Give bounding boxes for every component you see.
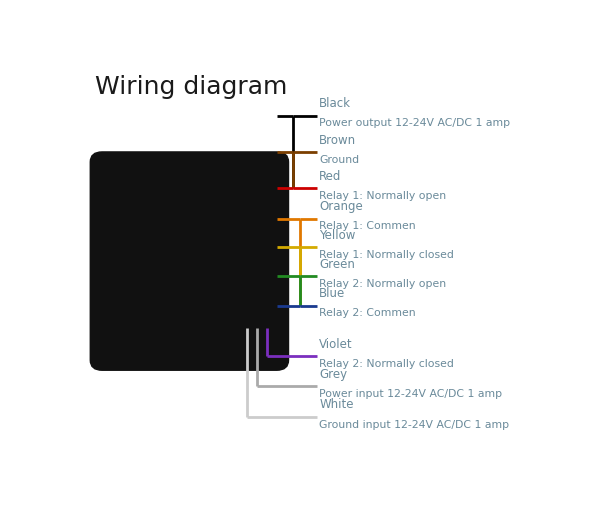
Text: Red: Red [319,170,342,183]
Text: Ground input 12-24V AC/DC 1 amp: Ground input 12-24V AC/DC 1 amp [319,419,509,429]
Text: Relay 1: Normally closed: Relay 1: Normally closed [319,250,454,260]
Text: Green: Green [319,258,355,271]
Text: Brown: Brown [319,134,356,146]
Text: Yellow: Yellow [319,229,356,242]
Text: Relay 1: Normally open: Relay 1: Normally open [319,191,446,201]
Text: Relay 1: Commen: Relay 1: Commen [319,222,416,232]
Text: Orange: Orange [319,201,363,213]
Text: White: White [319,398,354,412]
FancyBboxPatch shape [90,152,289,370]
Text: Relay 2: Normally open: Relay 2: Normally open [319,279,446,289]
Text: Power output 12-24V AC/DC 1 amp: Power output 12-24V AC/DC 1 amp [319,118,510,129]
Text: Blue: Blue [319,287,345,300]
Text: Ground: Ground [319,155,359,165]
Text: Relay 2: Normally closed: Relay 2: Normally closed [319,359,454,369]
Text: Power input 12-24V AC/DC 1 amp: Power input 12-24V AC/DC 1 amp [319,389,502,399]
Text: Relay 2: Commen: Relay 2: Commen [319,308,416,318]
Text: Violet: Violet [319,338,353,351]
Text: Grey: Grey [319,368,347,381]
Text: Black: Black [319,97,351,110]
Text: Wiring diagram: Wiring diagram [95,75,287,99]
